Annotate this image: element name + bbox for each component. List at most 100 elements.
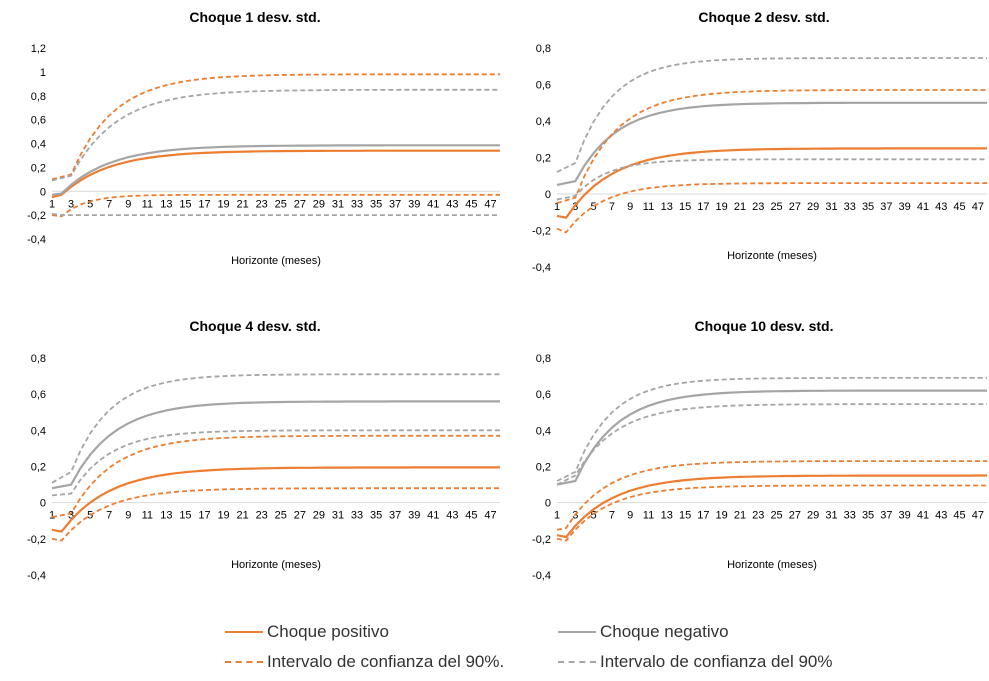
x-tick-label: 1: [49, 198, 55, 210]
x-tick-label: 21: [237, 510, 249, 522]
x-tick-label: 7: [609, 510, 615, 522]
series-line-interval-6: [51, 429, 500, 497]
x-tick-label: 15: [679, 201, 691, 213]
legend-swatch-intervalo-positivo: [225, 661, 263, 663]
x-tick-label: 23: [752, 201, 764, 213]
x-tick-label: 35: [862, 510, 874, 522]
x-tick-label: 5: [87, 198, 93, 210]
x-tick-label: 9: [125, 510, 131, 522]
y-tick-label: -0,4: [532, 262, 551, 274]
x-tick-label: 45: [953, 510, 965, 522]
x-tick-label: 37: [389, 510, 401, 522]
x-tick-label: 33: [351, 198, 363, 210]
x-tick-label: 27: [789, 201, 801, 213]
y-tick-label: -0,4: [27, 570, 46, 582]
legend-item-intervalo-positivo: Intervalo de confianza del 90%.: [225, 650, 504, 674]
chart-panel-4: Choque 10 desv. std. -0,4 -0,2 0 0,2 0,4 0,6 0,…: [532, 318, 987, 582]
y-tick-label: 0,2: [31, 162, 46, 174]
y-tick-label: 0: [545, 498, 551, 510]
y-tick-label: 0,2: [31, 462, 46, 474]
y-tick-label: -0,4: [532, 570, 551, 582]
x-tick-label: 17: [697, 510, 709, 522]
series-line-main-2: [556, 389, 987, 486]
y-tick-label: 0,6: [31, 115, 46, 127]
x-tick-label: 45: [465, 510, 477, 522]
series-line-interval-5: [51, 373, 500, 484]
y-tick-label: 0,6: [536, 389, 551, 401]
x-tick-label: 19: [716, 510, 728, 522]
x-tick-label: 7: [106, 198, 112, 210]
x-tick-label: 37: [880, 510, 892, 522]
x-tick-label: 39: [408, 198, 420, 210]
x-tick-label: 41: [917, 201, 929, 213]
x-tick-label: 13: [661, 510, 673, 522]
x-tick-label: 47: [484, 510, 496, 522]
chart-panel-1: Choque 1 desv. std. -0,4 -0,2 0 0,2 0,4 0,6 0,8…: [27, 9, 500, 267]
x-tick-label: 23: [752, 510, 764, 522]
x-tick-label: 29: [807, 510, 819, 522]
x-tick-label: 47: [972, 201, 984, 213]
x-tick-label: 27: [294, 510, 306, 522]
series-line-interval-3: [556, 89, 987, 204]
y-tick-label: 0,8: [31, 353, 46, 365]
x-tick-label: 31: [825, 510, 837, 522]
x-tick-label: 5: [87, 510, 93, 522]
x-tick-label: 37: [389, 198, 401, 210]
x-tick-label: 21: [734, 201, 746, 213]
y-tick-label: -0,2: [27, 210, 46, 222]
series-line-interval-5: [51, 88, 500, 182]
y-tick-label: 0: [545, 189, 551, 201]
legend-swatch-negativo: [558, 631, 596, 633]
x-tick-label: 25: [275, 510, 287, 522]
x-tick-label: 5: [591, 510, 597, 522]
series-line-interval-3: [51, 73, 500, 181]
series-line-interval-6: [556, 158, 987, 201]
x-tick-label: 13: [661, 201, 673, 213]
y-tick-label: 0,4: [31, 425, 46, 437]
x-tick-label: 17: [697, 201, 709, 213]
x-tick-label: 45: [465, 198, 477, 210]
x-tick-label: 21: [237, 198, 249, 210]
x-tick-label: 11: [142, 510, 153, 522]
series-line-main-2: [51, 144, 500, 196]
y-tick-label: 1,2: [31, 43, 46, 55]
y-tick-label: 1: [40, 67, 46, 79]
y-tick-label: -0,2: [532, 226, 551, 238]
x-tick-label: 33: [844, 510, 856, 522]
x-tick-label: 13: [160, 198, 172, 210]
x-tick-label: 15: [179, 198, 191, 210]
x-tick-label: 35: [370, 510, 382, 522]
y-tick-label: 0,2: [536, 153, 551, 165]
legend-item-choque-positivo: Choque positivo: [225, 620, 389, 644]
x-tick-label: 31: [332, 198, 344, 210]
chart-title: Choque 10 desv. std.: [695, 318, 834, 334]
x-axis-label: Horizonte (meses): [231, 559, 321, 571]
y-tick-label: 0,8: [536, 353, 551, 365]
x-tick-label: 11: [643, 510, 654, 522]
x-tick-label: 15: [679, 510, 691, 522]
y-tick-label: 0: [40, 498, 46, 510]
x-tick-label: 41: [427, 510, 439, 522]
x-tick-label: 29: [313, 510, 325, 522]
x-tick-label: 17: [198, 198, 210, 210]
x-axis-label: Horizonte (meses): [727, 559, 817, 571]
x-tick-label: 43: [446, 198, 458, 210]
series-line-interval-3: [51, 434, 500, 518]
y-tick-label: 0: [40, 186, 46, 198]
chart-title: Choque 2 desv. std.: [698, 9, 829, 25]
x-tick-label: 25: [770, 510, 782, 522]
x-tick-label: 45: [953, 201, 965, 213]
legend-item-intervalo-negativo: Intervalo de confianza del 90%: [558, 650, 833, 674]
x-tick-label: 1: [49, 510, 55, 522]
y-tick-label: 0,6: [536, 80, 551, 92]
x-tick-label: 31: [332, 510, 344, 522]
x-tick-label: 17: [198, 510, 210, 522]
x-tick-label: 27: [294, 198, 306, 210]
chart-title: Choque 4 desv. std.: [189, 318, 320, 334]
series-line-interval-5: [556, 377, 987, 482]
x-tick-label: 31: [825, 201, 837, 213]
x-tick-label: 39: [899, 510, 911, 522]
legend-swatch-intervalo-negativo: [558, 661, 596, 663]
x-tick-label: 7: [106, 510, 112, 522]
x-tick-label: 43: [935, 201, 947, 213]
